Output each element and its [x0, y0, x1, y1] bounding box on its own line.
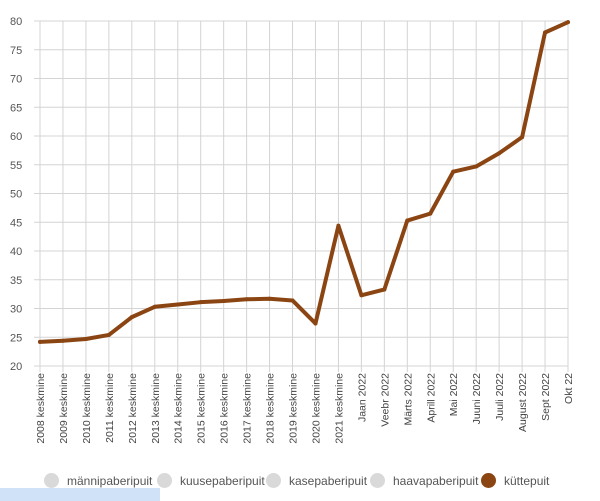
legend-label-mannipaberipuit: männipaberipuit: [67, 473, 153, 488]
x-tick-label: 2012 keskmine: [127, 373, 139, 444]
legend-item-haavapaberipuit[interactable]: haavapaberipuit: [370, 473, 478, 488]
data-point: [428, 211, 433, 216]
data-point: [244, 297, 249, 302]
x-tick-label: Juuni 2022: [471, 373, 483, 425]
legend-swatch-kuusepaberipuit: [157, 473, 172, 488]
data-point: [290, 298, 295, 303]
x-tick-label: 2015 keskmine: [196, 373, 208, 444]
x-tick-label: 2016 keskmine: [219, 373, 231, 444]
x-tick-label: Veebr 2022: [379, 373, 391, 427]
legend-swatch-kuttepuit: [481, 473, 496, 488]
y-tick-label: 65: [10, 102, 22, 114]
legend-item-kuusepaberipuit[interactable]: kuusepaberipuit: [157, 473, 265, 488]
legend-label-haavapaberipuit: haavapaberipuit: [393, 473, 479, 488]
selection-strip: [0, 488, 160, 501]
x-tick-label: Okt 22: [563, 373, 575, 404]
data-point: [336, 223, 341, 228]
y-tick-label: 25: [10, 332, 22, 344]
y-tick-label: 35: [10, 275, 22, 287]
y-axis-ticks: 20 25 30 35 40 45 50 55 60 65 70 75 80: [10, 16, 22, 373]
y-tick-label: 80: [10, 16, 22, 28]
legend-label-kuttepuit: küttepuit: [504, 473, 550, 488]
x-tick-label: 2017 keskmine: [242, 373, 254, 444]
legend-swatch-haavapaberipuit: [370, 473, 385, 488]
x-tick-label: Mai 2022: [448, 373, 460, 416]
data-point: [497, 151, 502, 156]
data-point: [267, 296, 272, 301]
x-tick-label: Sept 2022: [540, 373, 552, 421]
x-tick-label: 2011 keskmine: [104, 373, 116, 443]
data-point: [313, 321, 318, 326]
y-tick-label: 55: [10, 160, 22, 172]
x-tick-label: 2009 keskmine: [58, 373, 70, 444]
y-tick-label: 40: [10, 246, 22, 258]
data-point: [405, 218, 410, 223]
data-point: [175, 302, 180, 307]
data-point: [60, 338, 65, 343]
x-tick-label: August 2022: [517, 373, 529, 432]
data-point: [382, 287, 387, 292]
x-tick-label: Juuli 2022: [494, 373, 506, 421]
data-point: [520, 135, 525, 140]
y-tick-label: 30: [10, 304, 22, 316]
x-tick-label: Märts 2022: [402, 373, 414, 426]
x-tick-label: Jaan 2022: [356, 373, 368, 422]
data-point: [129, 315, 134, 320]
x-axis-ticks: 2008 keskmine 2009 keskmine 2010 keskmine 2…: [35, 373, 575, 444]
x-tick-label: 2014 keskmine: [173, 373, 185, 444]
legend-item-mannipaberipuit[interactable]: männipaberipuit: [44, 473, 152, 488]
legend-swatch-mannipaberipuit: [44, 473, 59, 488]
y-tick-label: 75: [10, 45, 22, 57]
data-point: [106, 332, 111, 337]
x-tick-label: 2008 keskmine: [35, 373, 47, 444]
data-point: [451, 169, 456, 174]
x-tick-label: 2013 keskmine: [150, 373, 162, 444]
legend-swatch-kasepaberipuit: [266, 473, 281, 488]
data-point: [474, 164, 479, 169]
legend-label-kasepaberipuit: kasepaberipuit: [289, 473, 368, 488]
data-point: [359, 293, 364, 298]
legend-item-kuttepuit[interactable]: küttepuit: [481, 473, 549, 488]
series-lines: [38, 20, 570, 344]
x-tick-label: 2020 keskmine: [310, 373, 322, 444]
data-point: [198, 300, 203, 305]
y-tick-label: 70: [10, 74, 22, 86]
legend-label-kuusepaberipuit: kuusepaberipuit: [180, 473, 265, 488]
y-tick-label: 45: [10, 217, 22, 229]
x-tick-label: 2021 keskmine: [333, 373, 345, 444]
data-point: [152, 304, 157, 309]
data-point: [38, 339, 42, 344]
data-point: [83, 336, 88, 341]
gridlines: [34, 20, 569, 372]
y-tick-label: 60: [10, 131, 22, 143]
data-point: [221, 299, 226, 304]
y-tick-label: 50: [10, 189, 22, 201]
x-tick-label: Aprill 2022: [425, 373, 437, 423]
y-tick-label: 20: [10, 361, 22, 373]
legend: männipaberipuit kuusepaberipuit kasepabe…: [0, 469, 600, 491]
series-line-kuttepuit: [38, 20, 570, 344]
x-tick-label: 2010 keskmine: [81, 373, 93, 444]
data-point: [543, 30, 548, 35]
data-point: [566, 20, 570, 25]
x-tick-label: 2019 keskmine: [288, 373, 300, 444]
x-tick-label: 2018 keskmine: [265, 373, 277, 444]
legend-item-kasepaberipuit[interactable]: kasepaberipuit: [266, 473, 367, 488]
